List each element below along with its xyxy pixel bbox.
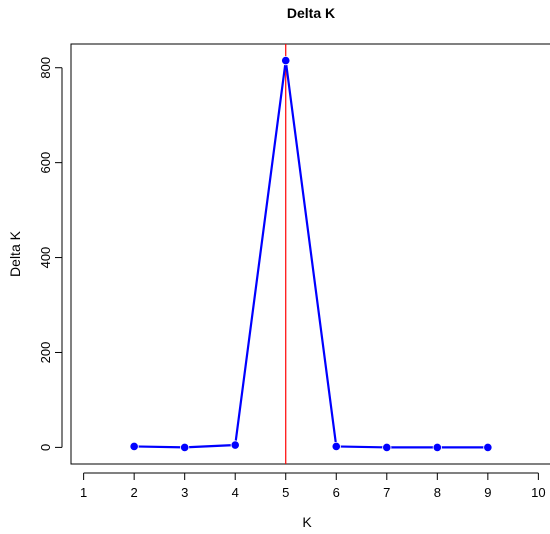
data-point xyxy=(129,441,139,452)
data-point xyxy=(180,442,190,452)
y-axis: 0 200 400 600 800 xyxy=(38,57,63,451)
data-point xyxy=(230,440,240,450)
x-tick-label: 2 xyxy=(131,485,138,500)
data-point xyxy=(331,441,341,452)
x-tick-label: 10 xyxy=(531,485,545,500)
x-axis-label: K xyxy=(302,514,312,530)
x-tick-label: 6 xyxy=(333,485,340,500)
x-tick-label: 9 xyxy=(484,485,491,500)
series-line xyxy=(134,60,488,449)
y-tick-label: 0 xyxy=(38,444,53,451)
y-tick-label: 400 xyxy=(38,247,53,269)
y-tick-label: 600 xyxy=(38,152,53,174)
x-tick-label: 4 xyxy=(232,485,239,500)
chart-title: Delta K xyxy=(287,5,335,21)
y-tick-label: 200 xyxy=(38,342,53,364)
x-tick-label: 3 xyxy=(181,485,188,500)
data-point xyxy=(281,56,291,66)
data-point xyxy=(483,442,493,452)
y-tick-label: 800 xyxy=(38,57,53,79)
x-tick-label: 5 xyxy=(282,485,289,500)
x-tick-label: 8 xyxy=(434,485,441,500)
data-point xyxy=(382,442,392,452)
y-axis-label: Delta K xyxy=(7,230,23,277)
plot-frame xyxy=(70,43,550,465)
data-point xyxy=(432,442,442,452)
x-tick-label: 1 xyxy=(80,485,87,500)
data-points xyxy=(129,56,493,452)
x-tick-label: 7 xyxy=(383,485,390,500)
x-axis: 1 2 3 4 5 6 7 8 9 10 xyxy=(80,472,546,500)
